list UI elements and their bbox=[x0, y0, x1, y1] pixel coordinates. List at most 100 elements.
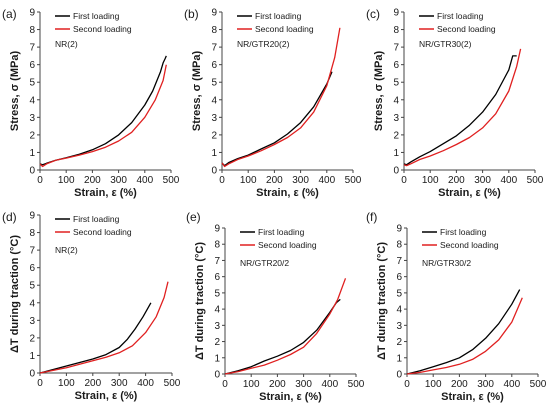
panel-f: 0 1 2 3 4 5 6 7 8 9 0 100 200 300 400 500 Strain, ε (%) Δ… bbox=[366, 210, 547, 403]
series-line-first-loading bbox=[403, 55, 517, 166]
x-tick-label: 300 bbox=[295, 379, 312, 390]
x-tick-label: 400 bbox=[137, 378, 154, 389]
y-tick-label: 8 bbox=[29, 228, 35, 239]
x-tick-label: 200 bbox=[269, 379, 286, 390]
y-tick-label: 4 bbox=[214, 305, 220, 316]
y-tick-label: 1 bbox=[29, 351, 35, 362]
y-tick-label: 6 bbox=[211, 60, 217, 71]
y-tick-label: 5 bbox=[211, 78, 217, 89]
x-tick-label: 100 bbox=[243, 379, 260, 390]
x-tick-label: 0 bbox=[37, 175, 43, 186]
legend-label: First loading bbox=[255, 11, 302, 21]
y-tick-label: 3 bbox=[211, 113, 217, 124]
series-line-second-loading bbox=[406, 297, 523, 375]
x-tick-label: 300 bbox=[477, 379, 494, 390]
y-tick-label: 8 bbox=[214, 240, 220, 251]
y-tick-label: 2 bbox=[214, 337, 220, 348]
y-tick-label: 4 bbox=[211, 95, 217, 106]
x-tick-label: 0 bbox=[219, 175, 225, 186]
x-tick-label: 100 bbox=[422, 175, 439, 186]
series-line-first-loading bbox=[39, 302, 152, 374]
panel-label: (d) bbox=[2, 210, 17, 224]
y-tick-label: 4 bbox=[393, 95, 399, 106]
series-line-first-loading bbox=[221, 71, 333, 167]
panel-label: (c) bbox=[366, 7, 380, 21]
x-axis-label: Strain, ε (%) bbox=[75, 390, 138, 402]
y-tick-label: 0 bbox=[29, 166, 35, 177]
x-tick-label: 200 bbox=[84, 175, 101, 186]
legend-label: First loading bbox=[437, 11, 484, 21]
series-line-second-loading bbox=[39, 281, 169, 374]
y-tick-label: 3 bbox=[29, 113, 35, 124]
y-tick-label: 1 bbox=[214, 353, 220, 364]
x-tick-label: 200 bbox=[451, 379, 468, 390]
y-tick-label: 8 bbox=[211, 25, 217, 36]
y-tick-label: 3 bbox=[214, 321, 220, 332]
x-tick-label: 500 bbox=[530, 379, 547, 390]
y-axis-label: Stress, σ (MPa) bbox=[191, 51, 203, 132]
y-tick-label: 2 bbox=[393, 130, 399, 141]
x-axis-label: Strain, ε (%) bbox=[441, 391, 504, 403]
x-tick-label: 400 bbox=[503, 379, 520, 390]
legend-label: Second loading bbox=[73, 24, 132, 34]
x-tick-label: 400 bbox=[318, 175, 335, 186]
y-tick-label: 0 bbox=[393, 166, 399, 177]
series-line-second-loading bbox=[221, 27, 341, 168]
x-tick-label: 500 bbox=[164, 378, 181, 389]
y-tick-label: 7 bbox=[29, 43, 35, 54]
legend-label: First loading bbox=[258, 227, 305, 237]
panel-label: (f) bbox=[366, 210, 377, 224]
x-axis-label: Strain, ε (%) bbox=[74, 187, 137, 199]
series-line-second-loading bbox=[39, 64, 167, 168]
panel-c: 0 1 2 3 4 5 6 7 8 9 0 100 200 300 400 500 Strain, ε (%) S… bbox=[366, 7, 544, 199]
legend-label: First loading bbox=[440, 227, 487, 237]
y-tick-label: 2 bbox=[29, 130, 35, 141]
x-tick-label: 400 bbox=[136, 175, 153, 186]
legend-label: Second loading bbox=[437, 24, 496, 34]
y-axis-label: ΔT during traction (°C) bbox=[194, 242, 206, 360]
legend-label: Second loading bbox=[440, 240, 499, 250]
x-axis-label: Strain, ε (%) bbox=[438, 187, 501, 199]
y-tick-label: 8 bbox=[29, 25, 35, 36]
sample-label: NR/GTR30/2 bbox=[422, 258, 471, 268]
x-axis-label: Strain, ε (%) bbox=[256, 187, 319, 199]
x-tick-label: 300 bbox=[110, 175, 127, 186]
y-tick-label: 3 bbox=[396, 321, 402, 332]
panel-e: 0 1 2 3 4 5 6 7 8 9 0 100 200 300 400 500 Strain, ε (%) Δ… bbox=[186, 210, 365, 403]
y-tick-label: 9 bbox=[211, 8, 217, 19]
x-tick-label: 500 bbox=[345, 175, 362, 186]
y-axis-label: ΔT during traction (°C) bbox=[9, 235, 21, 353]
x-tick-label: 300 bbox=[292, 175, 309, 186]
y-tick-label: 4 bbox=[29, 298, 35, 309]
series-line-second-loading bbox=[224, 278, 347, 375]
y-axis-label: Stress, σ (MPa) bbox=[373, 51, 385, 132]
x-axis-label: Strain, ε (%) bbox=[259, 391, 322, 403]
sample-label: NR/GTR20(2) bbox=[237, 39, 290, 49]
x-tick-label: 0 bbox=[37, 378, 43, 389]
x-tick-label: 400 bbox=[500, 175, 517, 186]
y-axis-label: ΔT during traction (°C) bbox=[376, 242, 388, 360]
sample-label: NR(2) bbox=[55, 245, 78, 255]
y-tick-label: 5 bbox=[393, 78, 399, 89]
y-tick-label: 6 bbox=[214, 272, 220, 283]
y-tick-label: 7 bbox=[214, 256, 220, 267]
y-tick-label: 5 bbox=[396, 288, 402, 299]
legend-label: Second loading bbox=[258, 240, 317, 250]
y-tick-label: 6 bbox=[396, 272, 402, 283]
x-tick-label: 100 bbox=[425, 379, 442, 390]
y-tick-label: 4 bbox=[396, 305, 402, 316]
x-tick-label: 0 bbox=[401, 175, 407, 186]
y-tick-label: 9 bbox=[214, 224, 220, 235]
x-tick-label: 200 bbox=[266, 175, 283, 186]
y-tick-label: 5 bbox=[214, 288, 220, 299]
series-line-first-loading bbox=[406, 289, 521, 375]
x-tick-label: 200 bbox=[448, 175, 465, 186]
y-tick-label: 0 bbox=[396, 370, 402, 381]
panel-d: 0 1 2 3 4 5 6 7 8 9 0 100 200 300 400 500 Strain, ε (%) Δ… bbox=[2, 210, 181, 402]
x-tick-label: 0 bbox=[222, 379, 228, 390]
y-tick-label: 2 bbox=[396, 337, 402, 348]
y-tick-label: 6 bbox=[29, 263, 35, 274]
panel-label: (a) bbox=[2, 7, 17, 21]
legend-label: Second loading bbox=[255, 24, 314, 34]
panel-b: 0 1 2 3 4 5 6 7 8 9 0 100 200 300 400 500 Strain, ε (%) S… bbox=[184, 7, 362, 199]
